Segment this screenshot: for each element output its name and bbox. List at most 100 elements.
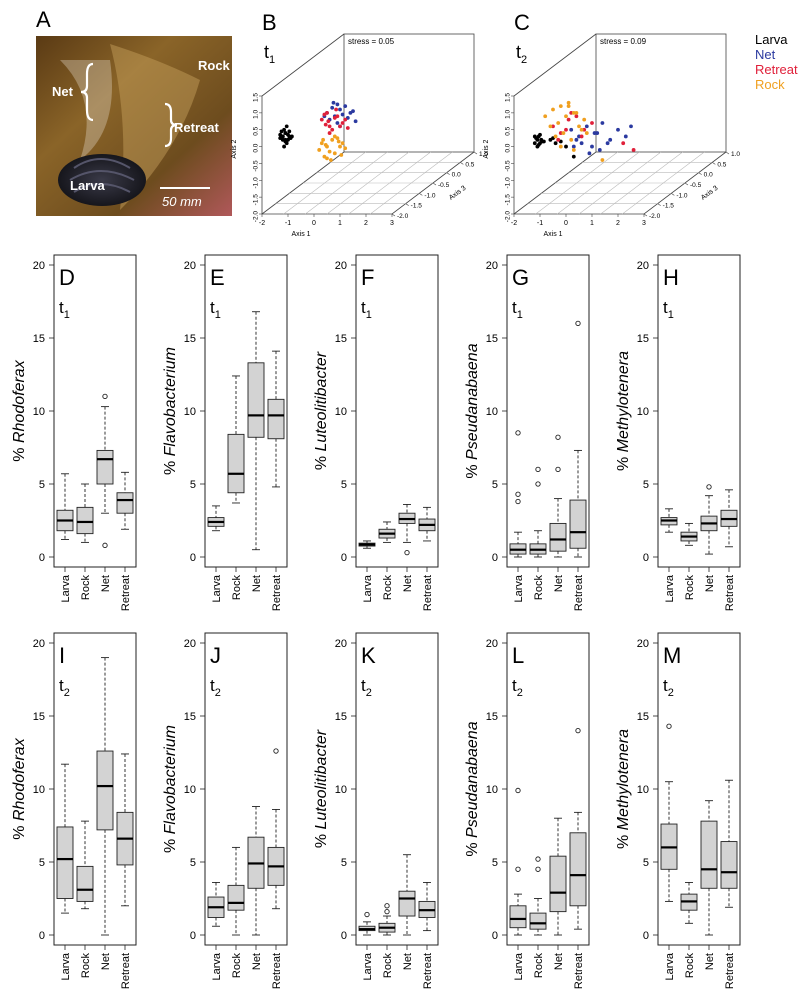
iqr-box [529, 912, 547, 930]
y-tick-label: 20 [486, 260, 498, 272]
box-retreat [418, 881, 436, 932]
outlier [706, 484, 712, 490]
x-tick-label: Retreat [573, 575, 585, 611]
box-retreat [720, 779, 738, 908]
panel-letter: C [514, 10, 530, 35]
box-larva [660, 723, 678, 902]
legend-net: Net [755, 47, 776, 62]
x-tick-label: Net [704, 575, 716, 592]
box-larva [358, 911, 376, 936]
panel-letter: D [59, 265, 75, 290]
plot-frame [355, 632, 439, 946]
point-rock [332, 151, 337, 156]
point-rock [571, 148, 576, 152]
outlier [535, 856, 541, 862]
point-rock [574, 110, 579, 115]
point-net [595, 131, 600, 135]
retreat-brace [164, 102, 178, 148]
y-tick-label: 0 [492, 552, 498, 564]
y-tick-label: 10 [33, 784, 45, 796]
y-axis-label: % Methylotenera [615, 729, 632, 849]
point-retreat [327, 131, 332, 135]
axis3-tick-label: -2.0 [397, 213, 409, 220]
y-tick-label: 15 [486, 711, 498, 723]
axis3-tick [473, 151, 478, 155]
y-tick-label: 0 [190, 552, 196, 564]
outlier [273, 748, 279, 754]
y-tick-label: 15 [335, 333, 347, 345]
x-tick-label: Rock [382, 575, 394, 601]
point-larva [535, 144, 540, 149]
x-tick-label: Larva [60, 574, 72, 602]
boxplot-panel-f: Ft1 0 5 10 15 20 % Luteolitibacter Larva Rock Net… [313, 254, 439, 611]
point-rock [561, 131, 566, 135]
back-wall [595, 33, 727, 153]
y-tick-label: 5 [341, 857, 347, 869]
box-retreat [418, 506, 436, 542]
axis2-tick-label: -1.0 [253, 177, 260, 189]
y-axis-label: % Luteolitibacter [313, 729, 330, 848]
iqr-box [549, 522, 567, 552]
y-axis-label: % Luteolitibacter [313, 351, 330, 470]
box-rock [378, 521, 396, 543]
axis3-tick-label: -0.5 [438, 182, 450, 189]
y-tick-label: 15 [637, 711, 649, 723]
x-tick-label: Retreat [724, 575, 736, 611]
axis2-tick-label: -0.5 [505, 160, 512, 172]
y-tick-label: 20 [184, 638, 196, 650]
x-tick-label: Retreat [271, 953, 283, 989]
y-tick-label: 0 [643, 552, 649, 564]
x-tick-label: Retreat [573, 953, 585, 989]
point-retreat [345, 126, 350, 130]
point-retreat [558, 131, 563, 135]
y-tick-label: 15 [33, 711, 45, 723]
x-tick-label: Larva [362, 574, 374, 602]
iqr-box [569, 499, 587, 549]
panel-letter: G [512, 265, 529, 290]
outlier [515, 430, 521, 436]
x-tick-label: Larva [664, 952, 676, 980]
axis1-tick-label: 1 [590, 220, 594, 227]
point-larva [542, 139, 546, 144]
point-net [605, 141, 610, 146]
point-rock [317, 148, 322, 152]
point-retreat [590, 121, 594, 125]
box-net [700, 484, 718, 555]
axis3-tick [725, 151, 730, 155]
outlier [555, 434, 561, 440]
point-net [331, 100, 336, 105]
point-larva [283, 131, 288, 135]
box-rock [529, 856, 547, 936]
time-label: t1 [361, 298, 372, 321]
y-tick-label: 20 [335, 260, 347, 272]
box-larva [207, 881, 225, 927]
iqr-box [227, 433, 245, 494]
point-rock [338, 144, 342, 149]
iqr-box [267, 398, 285, 440]
box-net [96, 657, 114, 936]
point-net [616, 127, 620, 132]
box-net [398, 854, 416, 936]
boxplot-panel-h: Ht1 0 5 10 15 20 % Methylotenera Larva Rock Net Re… [615, 254, 741, 611]
point-rock [329, 158, 333, 162]
point-rock [600, 158, 605, 162]
y-tick-label: 5 [39, 479, 45, 491]
outlier [384, 903, 390, 909]
point-rock [551, 107, 555, 112]
y-tick-label: 10 [335, 784, 347, 796]
point-retreat [582, 127, 587, 132]
point-retreat [574, 114, 579, 119]
y-tick-label: 10 [184, 406, 196, 418]
axis3-tick-label: -1.5 [411, 203, 423, 210]
box-net [549, 817, 567, 936]
iqr-box [96, 449, 114, 485]
box-rock [680, 522, 698, 546]
point-rock [319, 141, 324, 146]
point-retreat [631, 148, 636, 152]
x-tick-label: Larva [211, 574, 223, 602]
box-net [700, 800, 718, 936]
panel-letter: E [210, 265, 225, 290]
panel-letter: L [512, 643, 524, 668]
time-label: t1 [512, 298, 523, 321]
